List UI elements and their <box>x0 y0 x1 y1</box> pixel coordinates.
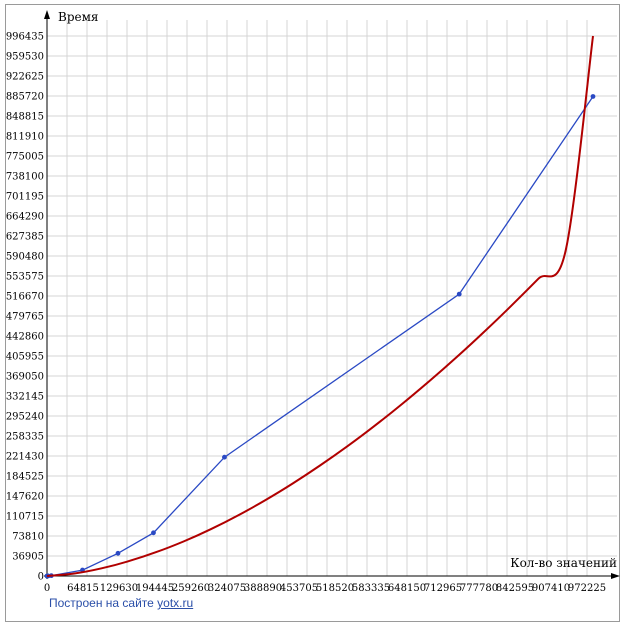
y-tick-label: 516670 <box>6 292 44 303</box>
x-axis-arrow <box>611 573 620 579</box>
y-tick-label: 553575 <box>6 272 44 283</box>
y-tick-label: 848815 <box>6 112 44 123</box>
y-tick-label: 332145 <box>6 392 44 403</box>
data-point <box>222 454 227 460</box>
y-tick-label: 110715 <box>6 512 44 523</box>
y-tick-label: 36905 <box>12 552 44 563</box>
y-tick-label: 405955 <box>6 352 44 363</box>
x-tick-label: 64815 <box>67 583 99 594</box>
y-tick-label: 627385 <box>6 232 44 243</box>
x-tick-label: 324075 <box>208 583 246 594</box>
y-tick-label: 442860 <box>6 332 44 343</box>
credit-line: Построен на сайте yotx.ru <box>49 596 193 610</box>
x-tick-labels: 0 64815 1296301944452592603240753888904537… <box>44 583 606 594</box>
x-tick-label: 907410 <box>532 583 570 594</box>
credit-link[interactable]: yotx.ru <box>157 596 194 610</box>
y-tick-label: 73810 <box>12 532 44 543</box>
y-tick-label: 147620 <box>6 492 44 503</box>
y-tick-label: 664290 <box>6 212 44 223</box>
y-tick-label: 959530 <box>6 52 44 63</box>
x-tick-label: 453705 <box>280 583 318 594</box>
y-tick-label: 738100 <box>6 172 44 183</box>
x-tick-label: 0 <box>44 583 50 594</box>
x-tick-label: 842595 <box>496 583 534 594</box>
y-tick-label: 184525 <box>6 472 44 483</box>
credit-prefix: Построен на сайте <box>49 596 158 610</box>
x-tick-label: 648150 <box>388 583 426 594</box>
y-tick-label: 369050 <box>6 372 44 383</box>
y-tick-label: 922625 <box>6 72 44 83</box>
y-tick-label: 0 <box>38 572 44 583</box>
data-point <box>456 291 462 297</box>
y-tick-label: 811910 <box>6 132 44 143</box>
y-axis-label: Время <box>58 10 99 24</box>
y-tick-labels: 0 36905 73810 110715 147620 184525 221430 25833… <box>6 32 44 583</box>
x-tick-label: 583335 <box>352 583 390 594</box>
x-tick-label: 972225 <box>568 583 606 594</box>
y-tick-label: 701195 <box>6 192 44 203</box>
x-tick-label: 194445 <box>136 583 174 594</box>
x-tick-label: 777780 <box>460 583 498 594</box>
series-layer <box>44 35 596 579</box>
x-tick-label: 712965 <box>424 583 462 594</box>
x-tick-label: 388890 <box>244 583 282 594</box>
axes <box>44 10 620 579</box>
y-tick-label: 996435 <box>6 32 44 43</box>
x-tick-label: 259260 <box>172 583 210 594</box>
y-tick-label: 221430 <box>6 452 44 463</box>
x-axis-label: Кол-во значений <box>510 556 617 570</box>
x-tick-label: 518520 <box>316 583 354 594</box>
data-point <box>115 550 121 556</box>
y-axis-arrow <box>44 10 50 19</box>
x-tick-label: 129630 <box>100 583 138 594</box>
series-line-2 <box>46 35 594 577</box>
y-tick-label: 295240 <box>6 412 44 423</box>
y-tick-label: 479765 <box>6 312 44 323</box>
grid <box>46 20 617 577</box>
y-tick-label: 590480 <box>6 252 44 263</box>
y-tick-label: 885720 <box>6 92 44 103</box>
data-point <box>151 530 156 536</box>
data-point <box>590 94 596 99</box>
y-tick-label: 775005 <box>6 152 44 163</box>
y-tick-label: 258335 <box>6 432 44 443</box>
